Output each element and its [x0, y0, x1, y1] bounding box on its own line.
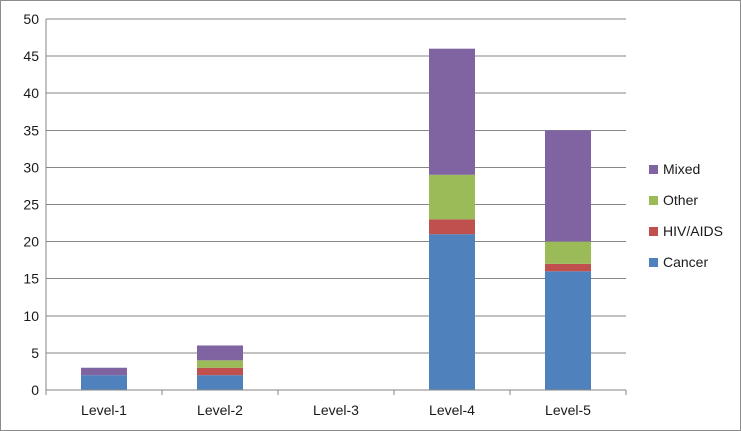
- legend-swatch-hiv-aids: [649, 227, 658, 236]
- bars: [81, 48, 591, 390]
- bar-cancer-level-4: [429, 234, 475, 390]
- y-tick-label: 30: [23, 159, 39, 175]
- legend-swatch-mixed: [649, 165, 658, 174]
- x-tick-label: Level-5: [545, 402, 591, 418]
- x-tick-label: Level-2: [197, 402, 243, 418]
- x-tick-label: Level-1: [81, 402, 127, 418]
- bar-hiv-aids-level-4: [429, 219, 475, 235]
- legend-swatch-other: [649, 196, 658, 205]
- legend-label: Other: [663, 192, 698, 208]
- legend-swatch-cancer: [649, 258, 658, 267]
- bar-other-level-5: [545, 241, 591, 264]
- x-tick-label: Level-3: [313, 402, 359, 418]
- bar-cancer-level-2: [197, 375, 243, 390]
- bar-hiv-aids-level-5: [545, 263, 591, 272]
- bar-hiv-aids-level-2: [197, 367, 243, 376]
- bar-other-level-2: [197, 360, 243, 368]
- legend-label: Mixed: [663, 161, 700, 177]
- x-axis: Level-1 Level-2 Level-3 Level-4 Level-5: [45, 19, 627, 418]
- legend-label: Cancer: [663, 254, 708, 270]
- bar-mixed-level-2: [197, 345, 243, 361]
- y-tick-label: 35: [23, 122, 39, 138]
- y-tick-label: 20: [23, 234, 39, 250]
- gridlines: [46, 18, 626, 354]
- y-tick-label: 15: [23, 271, 39, 287]
- bar-other-level-4: [429, 174, 475, 220]
- y-tick-label: 0: [31, 382, 39, 398]
- y-tick-label: 45: [23, 48, 39, 64]
- y-tick-label: 40: [23, 85, 39, 101]
- bar-mixed-level-1: [81, 367, 127, 376]
- bar-cancer-level-5: [545, 271, 591, 390]
- bar-mixed-level-5: [545, 130, 591, 242]
- legend-label: HIV/AIDS: [663, 223, 723, 239]
- bar-mixed-level-4: [429, 48, 475, 175]
- y-tick-label: 10: [23, 308, 39, 324]
- legend: Mixed Other HIV/AIDS Cancer: [649, 161, 723, 270]
- x-tick-label: Level-4: [429, 402, 475, 418]
- y-tick-label: 25: [23, 197, 39, 213]
- y-tick-label: 5: [31, 345, 39, 361]
- y-tick-label: 50: [23, 11, 39, 27]
- y-axis-ticks: 0 5 10 15 20 25 30 35 40 45 50: [23, 11, 39, 398]
- bar-cancer-level-1: [81, 375, 127, 390]
